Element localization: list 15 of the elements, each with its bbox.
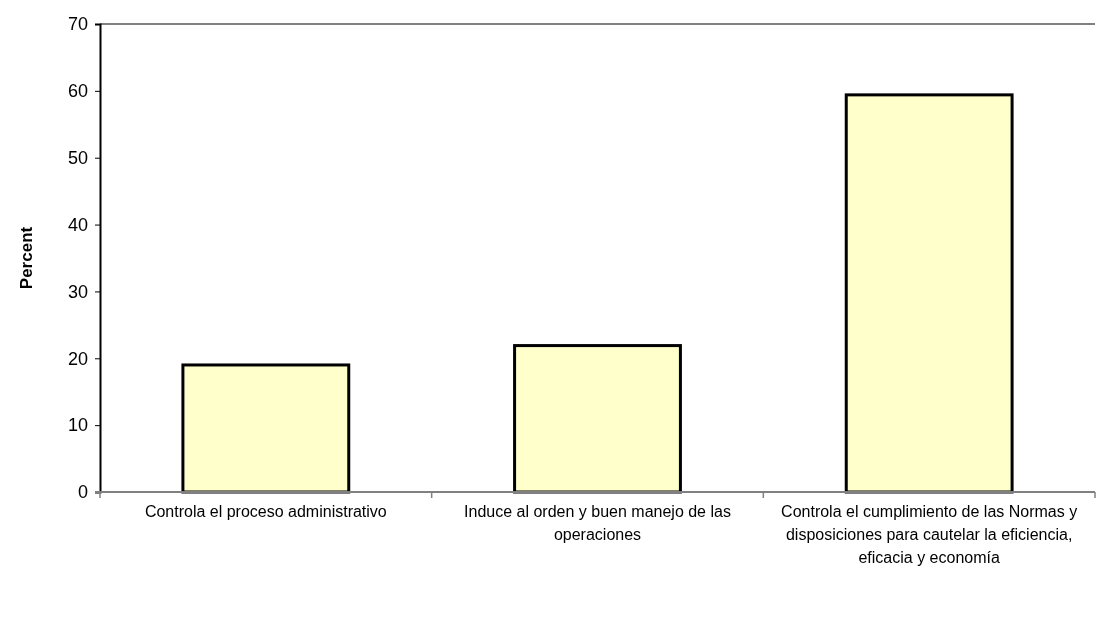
x-tick-label: Controla el proceso administrativo <box>144 503 387 520</box>
y-tick-label: 30 <box>67 281 88 302</box>
y-tick-label: 0 <box>77 482 88 503</box>
x-tick-label: Controla el cumplimiento de las Normas y disposiciones para cautelar la eficiencia, eficacia y economía <box>781 503 1078 566</box>
y-tick-label: 10 <box>67 415 88 436</box>
bar <box>181 363 351 494</box>
bar <box>513 344 682 494</box>
y-tick-label: 20 <box>67 348 88 369</box>
y-tick-label: 70 <box>67 14 88 35</box>
bar <box>844 93 1014 494</box>
y-axis-title: Percent <box>17 226 36 290</box>
y-tick-label: 50 <box>67 147 88 168</box>
x-tick-label: Induce al orden y buen manejo de las operaciones <box>464 503 731 543</box>
y-tick-label: 40 <box>67 214 88 235</box>
y-tick-label: 60 <box>67 81 88 102</box>
